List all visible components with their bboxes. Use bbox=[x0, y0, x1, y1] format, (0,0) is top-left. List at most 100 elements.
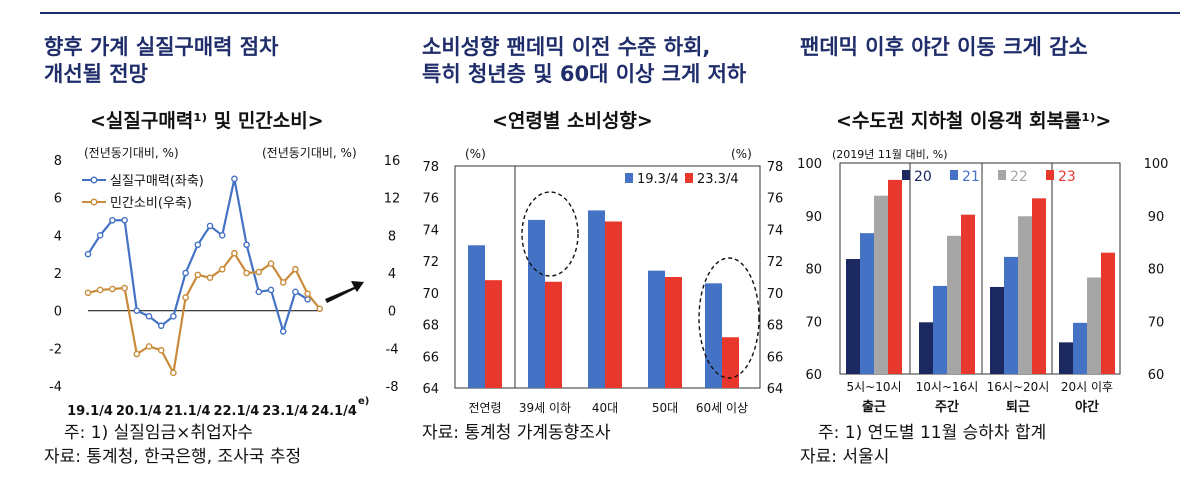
chart1-right-tick-label: 4 bbox=[388, 267, 396, 282]
chart3-legend-swatch bbox=[902, 170, 910, 180]
chart1-data-point bbox=[121, 284, 128, 292]
chart3-left-tick-label: 90 bbox=[805, 210, 822, 225]
chart2-left-tick-label: 74 bbox=[422, 223, 439, 238]
chart3-category-name: 퇴근 bbox=[1006, 399, 1030, 415]
chart1-right-tick-label: -8 bbox=[386, 380, 399, 395]
chart3-left-tick-label: 80 bbox=[805, 263, 822, 278]
chart3-bar bbox=[1101, 252, 1115, 374]
chart2-left-tick-label: 78 bbox=[422, 160, 439, 175]
chart3-bar bbox=[1004, 256, 1018, 374]
chart2-left-tick-label: 64 bbox=[422, 382, 439, 397]
chart3-legend-label: 21 bbox=[962, 169, 980, 185]
chart1-left-tick-label: 8 bbox=[54, 154, 62, 169]
chart1-data-point bbox=[194, 271, 202, 279]
chart3-bar bbox=[947, 235, 961, 374]
chart1-data-point bbox=[255, 268, 263, 276]
chart2-highlight-ellipse bbox=[698, 257, 760, 379]
chart1-data-point bbox=[231, 175, 238, 183]
header-3-line-1: 팬데믹 이후 야간 이동 크게 감소 bbox=[800, 35, 1088, 59]
chart1-title: <실질구매력¹⁾ 및 민간소비> bbox=[90, 110, 324, 132]
header-1-line-1: 향후 가계 실질구매력 점차 bbox=[44, 35, 279, 59]
chart1-data-point bbox=[96, 232, 104, 239]
chart1-right-tick-label: -4 bbox=[386, 342, 399, 357]
chart1-left-axis-label: (전년동기대비, %) bbox=[84, 146, 179, 160]
chart2-right-tick-label: 74 bbox=[767, 223, 784, 238]
chart1-data-point bbox=[206, 222, 214, 230]
chart1-data-point bbox=[84, 289, 92, 297]
chart3-legend-label: 20 bbox=[914, 169, 932, 185]
chart3-bar bbox=[919, 322, 933, 374]
chart2-left-tick-label: 68 bbox=[422, 319, 439, 334]
chart3-plot-frame bbox=[839, 162, 1121, 375]
chart1-x-forecast-marker: e) bbox=[358, 396, 369, 407]
chart1-x-tick-label: 24.1/4 bbox=[311, 404, 357, 419]
chart1-left-tick-label: 2 bbox=[54, 267, 62, 282]
chart1-data-point bbox=[170, 313, 177, 320]
chart3-source: 자료: 서울시 bbox=[800, 447, 890, 467]
chart2-category-label: 39세 이하 bbox=[519, 401, 571, 415]
chart3-bar bbox=[990, 286, 1004, 374]
chart1-series-line bbox=[87, 251, 321, 377]
chart1-data-point bbox=[267, 286, 275, 294]
chart1-data-point bbox=[170, 369, 177, 377]
header-3: 팬데믹 이후 야간 이동 크게 감소 bbox=[800, 34, 1088, 61]
chart3-left-tick-label: 100 bbox=[797, 157, 822, 172]
chart3-right-tick-label: 70 bbox=[1148, 315, 1165, 330]
chart2-left-tick-label: 76 bbox=[422, 192, 439, 207]
chart3-bar bbox=[1018, 216, 1032, 374]
chart2-legend-swatch bbox=[685, 173, 693, 183]
chart1-data-point bbox=[279, 279, 287, 286]
chart2-left-tick-label: 72 bbox=[422, 255, 439, 270]
chart1-data-point bbox=[182, 294, 189, 301]
chart1-data-point bbox=[133, 350, 141, 358]
chart1-data-point bbox=[218, 265, 226, 273]
chart2-bar bbox=[468, 245, 485, 388]
chart1-data-point bbox=[231, 249, 238, 257]
chart1-data-point bbox=[267, 260, 275, 267]
chart1-right-tick-label: 12 bbox=[384, 192, 401, 207]
chart1-legend-marker bbox=[90, 176, 98, 184]
chart1-legend-label: 민간소비(우축) bbox=[110, 196, 192, 211]
chart1-data-point bbox=[243, 269, 250, 277]
chart1-note: 주: 1) 실질임금×취업자수 bbox=[64, 423, 253, 443]
chart2-bar bbox=[648, 270, 665, 388]
chart3-bar bbox=[860, 233, 874, 374]
chart1-left-tick-label: 4 bbox=[54, 229, 62, 244]
chart1-data-point bbox=[109, 216, 116, 224]
chart2-title: <연령별 소비성향> bbox=[492, 110, 653, 132]
chart1-data-point bbox=[133, 307, 141, 314]
chart3-bar bbox=[961, 214, 975, 374]
chart1-data-point bbox=[157, 346, 165, 354]
chart1-left-tick-label: 6 bbox=[54, 192, 62, 207]
chart1-x-tick-label: 21.1/4 bbox=[165, 404, 211, 419]
chart3-category-name: 야간 bbox=[1075, 399, 1099, 415]
chart2-right-tick-label: 76 bbox=[767, 192, 784, 207]
chart1-x-tick-label: 19.1/4 bbox=[67, 404, 113, 419]
chart2-right-tick-label: 78 bbox=[767, 160, 784, 175]
chart1-data-point bbox=[121, 216, 128, 224]
header-2-line-1: 소비성향 팬데믹 이전 수준 하회, bbox=[422, 35, 711, 59]
chart3-category-label: 20시 이후 bbox=[1061, 380, 1113, 394]
chart1-data-point bbox=[279, 328, 287, 335]
chart2-left-tick-label: 66 bbox=[422, 350, 439, 365]
chart2-highlight-ellipse bbox=[521, 191, 579, 277]
chart1-left-tick-label: -2 bbox=[49, 342, 62, 357]
chart2-category-label: 40대 bbox=[592, 401, 618, 415]
chart2-bar bbox=[665, 277, 682, 388]
chart1-right-tick-label: 8 bbox=[388, 229, 396, 244]
chart3-title: <수도권 지하철 이용객 회복률¹⁾> bbox=[836, 110, 1112, 132]
header-1-line-2: 개선될 전망 bbox=[44, 62, 148, 86]
chart1-left-tick-label: -4 bbox=[49, 380, 62, 395]
chart3-bar bbox=[1032, 198, 1046, 374]
chart3-right-tick-label: 80 bbox=[1148, 263, 1165, 278]
chart1-right-axis-label: (전년동기대비, %) bbox=[262, 146, 357, 160]
chart1-data-point bbox=[292, 288, 299, 296]
chart2-legend-label: 19.3/4 bbox=[637, 172, 679, 187]
chart1-data-point bbox=[109, 285, 116, 293]
chart2-source: 자료: 통계청 가계동향조사 bbox=[422, 423, 611, 443]
chart3-right-tick-label: 60 bbox=[1148, 368, 1165, 383]
chart3-right-tick-label: 90 bbox=[1148, 210, 1165, 225]
chart1-data-point bbox=[218, 232, 226, 239]
chart2-legend-swatch bbox=[625, 173, 633, 183]
chart3-bar bbox=[1073, 322, 1087, 374]
